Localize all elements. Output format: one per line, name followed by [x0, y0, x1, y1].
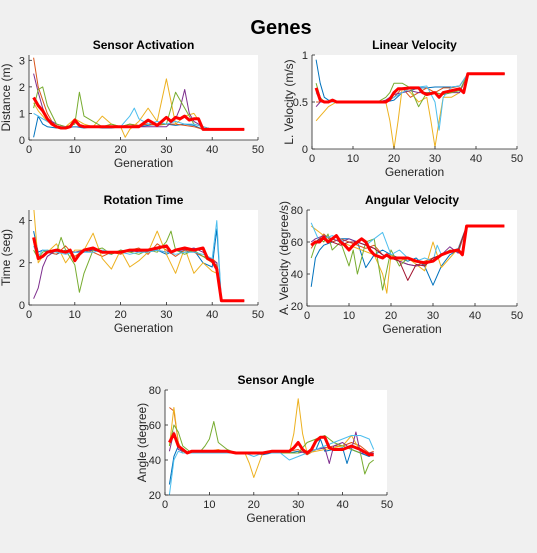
series-line-6	[314, 72, 505, 104]
x-tick-label: 0	[162, 499, 168, 511]
y-tick-label: 80	[291, 205, 303, 217]
y-tick-label: 0	[19, 300, 25, 312]
x-axis-label: Generation	[114, 156, 173, 170]
x-tick-label: 10	[203, 499, 215, 511]
x-axis-label: Generation	[114, 321, 173, 335]
series-group	[310, 222, 505, 294]
x-tick-label: 30	[429, 153, 441, 165]
series-line-5	[33, 220, 245, 302]
x-tick-label: 20	[388, 153, 400, 165]
x-tick-label: 20	[114, 144, 126, 156]
x-axis-label: Generation	[382, 322, 441, 336]
x-tick-label: 10	[69, 309, 81, 321]
x-tick-label: 40	[469, 310, 481, 322]
subplot-title: Sensor Activation	[93, 38, 195, 52]
x-tick-label: 20	[385, 310, 397, 322]
y-axis-label: Time (seg)	[0, 229, 13, 286]
x-axis-label: Generation	[385, 165, 444, 179]
y-tick-label: 20	[149, 490, 161, 502]
series-group	[314, 59, 505, 149]
y-tick-label: 40	[291, 269, 303, 281]
y-tick-label: 80	[149, 385, 161, 397]
x-tick-label: 0	[26, 309, 32, 321]
x-axis-label: Generation	[246, 511, 305, 525]
x-tick-label: 10	[347, 153, 359, 165]
subplot-title: Linear Velocity	[372, 38, 457, 52]
y-tick-label: 0	[19, 135, 25, 147]
y-tick-label: 4	[19, 216, 25, 228]
x-tick-label: 50	[511, 310, 523, 322]
y-tick-label: 1	[302, 50, 308, 62]
x-tick-label: 40	[336, 499, 348, 511]
series-line-6	[32, 237, 245, 303]
x-tick-label: 10	[343, 310, 355, 322]
series-group	[168, 398, 375, 495]
series-group	[32, 57, 245, 138]
y-tick-label: 0.5	[293, 97, 308, 109]
subplot-0: 0 10 20 30 40 50 0 1 2 3 Sensor Activation Generati…	[0, 38, 264, 170]
x-tick-label: 20	[114, 309, 126, 321]
y-tick-label: 20	[291, 301, 303, 313]
series-line-6	[168, 432, 374, 457]
plot-area	[165, 390, 387, 495]
subplot-4: 0 10 20 30 40 50 20 40 60 80 Sensor Angle Generatio…	[135, 373, 393, 525]
subplot-2: 0 10 20 30 40 50 0 2 4 Rotation Time Generation Tim…	[0, 193, 264, 335]
subplot-1: 0 10 20 30 40 50 0 0.5 1 Linear Velocity Generatio…	[282, 38, 523, 179]
y-tick-label: 40	[149, 455, 161, 467]
x-tick-label: 30	[427, 310, 439, 322]
series-line-5	[310, 222, 505, 262]
subplot-3: 0 10 20 30 40 50 20 40 60 80 Angular Velocity Gener…	[277, 193, 523, 336]
x-tick-label: 0	[309, 153, 315, 165]
x-tick-label: 30	[160, 144, 172, 156]
x-tick-label: 20	[248, 499, 260, 511]
subplot-title: Sensor Angle	[238, 373, 315, 387]
y-tick-label: 1	[19, 108, 25, 120]
x-tick-label: 40	[206, 309, 218, 321]
figure-title: Genes	[250, 17, 311, 39]
y-tick-label: 60	[149, 420, 161, 432]
y-tick-label: 2	[19, 82, 25, 94]
y-tick-label: 60	[291, 237, 303, 249]
x-tick-label: 30	[160, 309, 172, 321]
x-tick-label: 50	[381, 499, 393, 511]
series-line-6	[32, 96, 245, 131]
x-tick-label: 10	[69, 144, 81, 156]
y-tick-label: 0	[302, 144, 308, 156]
subplot-title: Rotation Time	[104, 193, 184, 207]
x-tick-label: 0	[304, 310, 310, 322]
y-axis-label: Angle (degree)	[135, 403, 149, 482]
x-tick-label: 40	[470, 153, 482, 165]
y-axis-label: L. Velocity (m/s)	[282, 59, 296, 144]
x-tick-label: 50	[252, 309, 264, 321]
x-tick-label: 30	[292, 499, 304, 511]
y-tick-label: 3	[19, 55, 25, 67]
y-axis-label: Distance (m)	[0, 63, 13, 131]
series-line-7	[310, 224, 505, 265]
y-tick-label: 2	[19, 258, 25, 270]
x-tick-label: 40	[206, 144, 218, 156]
series-group	[32, 210, 245, 303]
x-tick-label: 50	[511, 153, 523, 165]
x-tick-label: 50	[252, 144, 264, 156]
y-axis-label: A. Velocity (degree/s)	[277, 201, 291, 315]
x-tick-label: 0	[26, 144, 32, 156]
subplot-title: Angular Velocity	[365, 193, 459, 207]
